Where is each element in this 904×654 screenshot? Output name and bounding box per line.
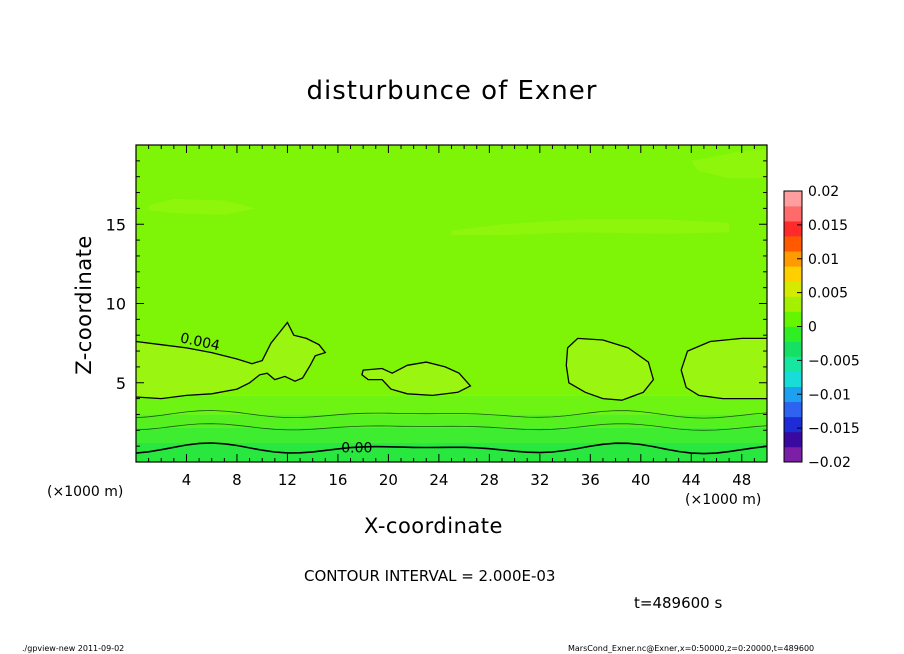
plot-background-bands <box>136 145 767 462</box>
colorbar-tick-label: 0 <box>808 320 817 336</box>
x-axis-label: X-coordinate <box>364 514 503 538</box>
level-band-1 <box>136 427 767 443</box>
colorbar-segment <box>784 431 802 448</box>
y-axis-label: Z-coordinate <box>72 235 96 375</box>
colorbar-segment <box>784 296 802 312</box>
x-unit-label-right: (×1000 m) <box>685 492 762 508</box>
colorbar-segment <box>784 386 802 403</box>
colorbar-segment <box>784 206 802 222</box>
x-tick-label: 48 <box>732 471 751 489</box>
y-tick-label: 10 <box>106 295 126 314</box>
colorbar-segment <box>784 236 802 252</box>
contour-0.004-right <box>565 337 655 401</box>
colorbar-segment <box>784 281 802 297</box>
x-tick-label: 44 <box>682 471 701 489</box>
x-tick-label: 20 <box>379 471 398 489</box>
colorbar-segment <box>784 341 802 357</box>
colorbar-tick-label: −0.02 <box>808 455 851 471</box>
contour-line-upper <box>135 410 768 419</box>
colorbar-segment <box>784 191 802 207</box>
contour-interval-label: CONTOUR INTERVAL = 2.000E-03 <box>304 567 556 585</box>
time-label: t=489600 s <box>634 594 723 612</box>
plot-features <box>135 149 768 455</box>
contour-label: 0.00 <box>341 440 372 456</box>
colorbar-tick-label: −0.01 <box>808 387 851 403</box>
chart-title: disturbunce of Exner <box>306 76 598 106</box>
x-tick-label: 16 <box>328 471 347 489</box>
colorbar-segment <box>784 311 802 327</box>
colorbar-tick-label: 0.02 <box>808 184 839 200</box>
x-unit-label-left: (×1000 m) <box>47 484 124 500</box>
x-tick-label: 28 <box>480 471 499 489</box>
contour-line-zero <box>135 442 768 455</box>
y-tick-label: 5 <box>116 374 126 393</box>
footer-left: ./gpview-new 2011-09-02 <box>22 644 125 653</box>
x-tick-label: 40 <box>631 471 650 489</box>
level-band-4 <box>136 145 767 396</box>
x-tick-label: 32 <box>530 471 549 489</box>
y-tick-label: 15 <box>106 215 126 234</box>
colorbar-tick-label: 0.005 <box>808 286 848 302</box>
contour-line-middle <box>135 423 768 431</box>
footer-right: MarsCond_Exner.nc@Exner,x=0:50000,z=0:20… <box>568 644 815 653</box>
colorbar-segment <box>784 371 802 388</box>
contour-0.004-edge <box>680 337 767 400</box>
colorbar-segment <box>784 251 802 267</box>
x-tick-label: 36 <box>581 471 600 489</box>
colorbar-tick-label: 0.01 <box>808 252 839 268</box>
x-tick-label: 8 <box>232 471 242 489</box>
level-band-0 <box>136 442 767 462</box>
x-axis-ticks: 4 8 12 16 20 24 28 32 36 40 44 48 <box>135 145 768 489</box>
colorbar-segment <box>784 356 802 372</box>
y-axis-ticks: 5 10 15 <box>106 144 767 463</box>
colorbar-segment <box>784 401 802 418</box>
level-band-2 <box>136 414 767 428</box>
colorbar-tick-label: −0.005 <box>808 353 860 369</box>
upper-patch-corner <box>691 149 767 179</box>
colorbar-segment <box>784 446 802 463</box>
colorbar-segment <box>784 221 802 237</box>
upper-patch-right <box>451 219 730 236</box>
x-tick-label: 12 <box>278 471 297 489</box>
level-band-3 <box>136 395 767 415</box>
colorbar-segment <box>784 266 802 282</box>
contour-0.004-center <box>361 361 472 397</box>
x-tick-label: 4 <box>182 471 192 489</box>
upper-patch-left <box>148 198 256 215</box>
contour-0.004-left <box>135 321 327 400</box>
colorbar-tick-label: −0.015 <box>808 421 860 437</box>
colorbar-labels: 0.02 0.015 0.01 0.005 0 −0.005 −0.01 −0.015 −0.0… <box>797 184 860 471</box>
colorbar-segment <box>784 326 802 342</box>
colorbar-tick-label: 0.015 <box>808 218 848 234</box>
x-tick-label: 24 <box>429 471 448 489</box>
colorbar-segment <box>784 416 802 433</box>
